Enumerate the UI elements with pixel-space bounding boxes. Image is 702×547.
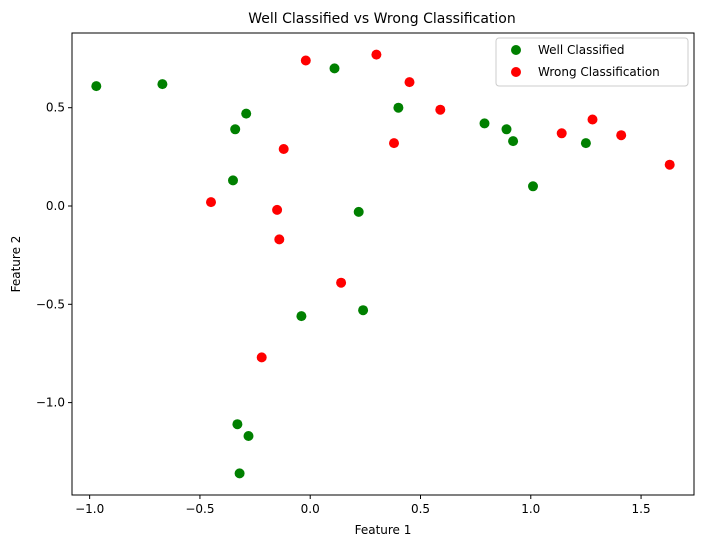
wrong-classification-point bbox=[278, 144, 289, 154]
legend-label-well-classified: Well Classified bbox=[538, 43, 625, 57]
wrong-classification-point bbox=[556, 128, 567, 139]
well-classified-point bbox=[91, 81, 102, 92]
x-tick-label: 0.0 bbox=[301, 502, 320, 516]
well-classified-point bbox=[228, 175, 238, 186]
x-axis-ticks: −1.0 −0.5 0.0 0.5 1.0 1.5 bbox=[75, 495, 651, 516]
legend-marker-wrong-classification bbox=[511, 67, 521, 77]
legend: Well Classified Wrong Classification bbox=[495, 37, 689, 87]
data-points bbox=[91, 49, 675, 479]
wrong-classification-point bbox=[371, 49, 382, 60]
x-tick-label: −0.5 bbox=[185, 502, 214, 516]
wrong-classification-point bbox=[256, 352, 267, 363]
well-classified-point bbox=[358, 305, 369, 316]
legend-marker-well-classified bbox=[511, 45, 521, 55]
wrong-classification-point bbox=[272, 204, 283, 215]
plot-frame bbox=[71, 32, 695, 496]
chart-title: Well Classified vs Wrong Classification bbox=[248, 11, 515, 27]
well-classified-point bbox=[243, 431, 254, 441]
wrong-classification-point bbox=[336, 277, 347, 288]
legend-box bbox=[495, 37, 689, 87]
well-classified-point bbox=[329, 63, 340, 74]
well-classified-point bbox=[393, 102, 404, 113]
wrong-classification-point bbox=[274, 234, 285, 245]
legend-label-wrong-classification: Wrong Classification bbox=[538, 65, 660, 79]
wrong-classification-point bbox=[616, 130, 627, 141]
well-classified-point bbox=[353, 206, 364, 217]
well-classified-point bbox=[234, 468, 245, 479]
wrong-classification-point bbox=[435, 104, 446, 115]
well-classified-point bbox=[230, 124, 241, 135]
well-classified-point bbox=[157, 79, 168, 90]
y-tick-label: 0.5 bbox=[46, 101, 65, 115]
x-tick-label: 1.5 bbox=[632, 502, 651, 516]
wrong-classification-point bbox=[389, 138, 399, 149]
well-classified-point bbox=[479, 118, 490, 129]
x-tick-label: 0.5 bbox=[411, 502, 430, 516]
well-classified-point bbox=[501, 124, 512, 135]
x-tick-label: 1.0 bbox=[521, 502, 540, 516]
well-classified-point bbox=[580, 138, 591, 149]
y-axis-ticks: −1.0 −0.5 0.0 0.5 bbox=[36, 101, 72, 410]
wrong-classification-point bbox=[300, 55, 311, 66]
well-classified-point bbox=[296, 311, 307, 322]
wrong-classification-point bbox=[404, 77, 415, 88]
wrong-classification-point bbox=[206, 197, 216, 208]
well-classified-point bbox=[528, 181, 538, 192]
well-classified-point bbox=[232, 419, 243, 430]
x-axis-label: Feature 1 bbox=[355, 523, 412, 537]
well-classified-point bbox=[508, 136, 519, 147]
x-tick-label: −1.0 bbox=[75, 502, 104, 516]
wrong-classification-point bbox=[587, 114, 598, 125]
well-classified-point bbox=[241, 108, 252, 119]
y-tick-label: −0.5 bbox=[36, 297, 65, 311]
y-axis-label: Feature 2 bbox=[9, 236, 23, 293]
y-tick-label: 0.0 bbox=[46, 199, 65, 213]
wrong-classification-point bbox=[664, 159, 675, 170]
y-tick-label: −1.0 bbox=[36, 396, 65, 410]
